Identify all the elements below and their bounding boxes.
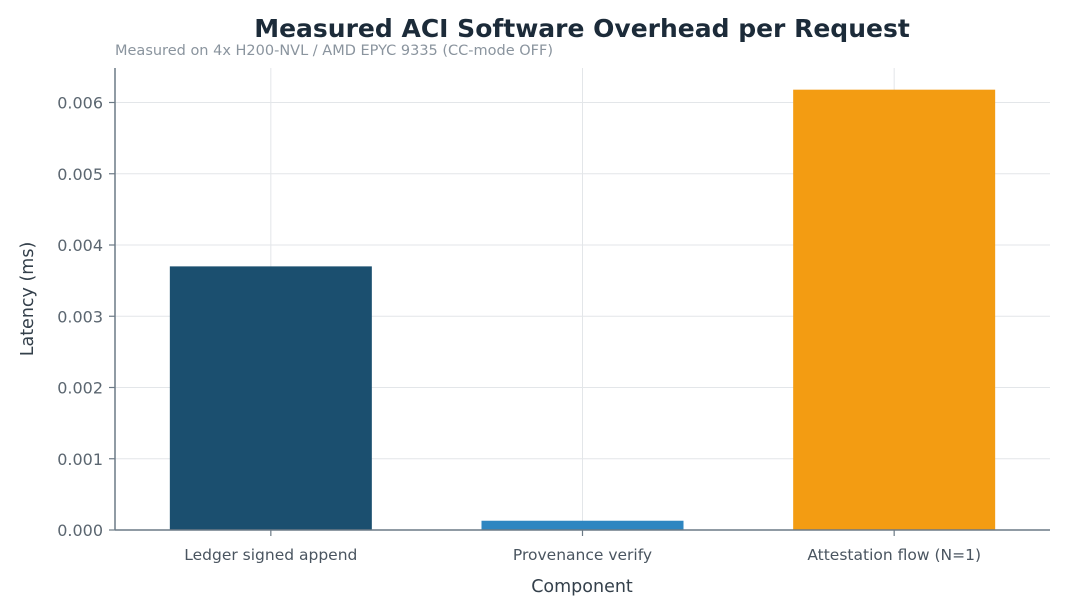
y-tick-label: 0.002 xyxy=(57,379,103,398)
bar-1 xyxy=(169,266,372,530)
x-tick-label: Ledger signed append xyxy=(184,546,357,564)
chart-subtitle: Measured on 4x H200-NVL / AMD EPYC 9335 … xyxy=(115,43,553,59)
y-tick-label: 0.006 xyxy=(57,94,103,113)
y-tick-label: 0.001 xyxy=(57,450,103,469)
y-tick-label: 0.003 xyxy=(57,307,103,326)
y-axis-title: Latency (ms) xyxy=(18,242,38,357)
bar-3 xyxy=(793,89,996,531)
x-tick-label: Provenance verify xyxy=(513,546,652,564)
bar-2 xyxy=(481,520,684,530)
chart-title: Measured ACI Software Overhead per Reque… xyxy=(254,14,910,43)
x-tick-label: Attestation flow (N=1) xyxy=(807,546,981,564)
y-tick-label: 0.005 xyxy=(57,165,103,184)
y-ticks: 0.000 0.001 0.002 0.003 0.004 0.005 0.006 xyxy=(57,94,115,540)
y-tick-label: 0.004 xyxy=(57,236,103,255)
x-ticks: Ledger signed append Provenance verify Att… xyxy=(184,530,981,564)
x-axis-title: Component xyxy=(531,577,633,597)
bars xyxy=(169,89,996,531)
y-tick-label: 0.000 xyxy=(57,521,103,540)
